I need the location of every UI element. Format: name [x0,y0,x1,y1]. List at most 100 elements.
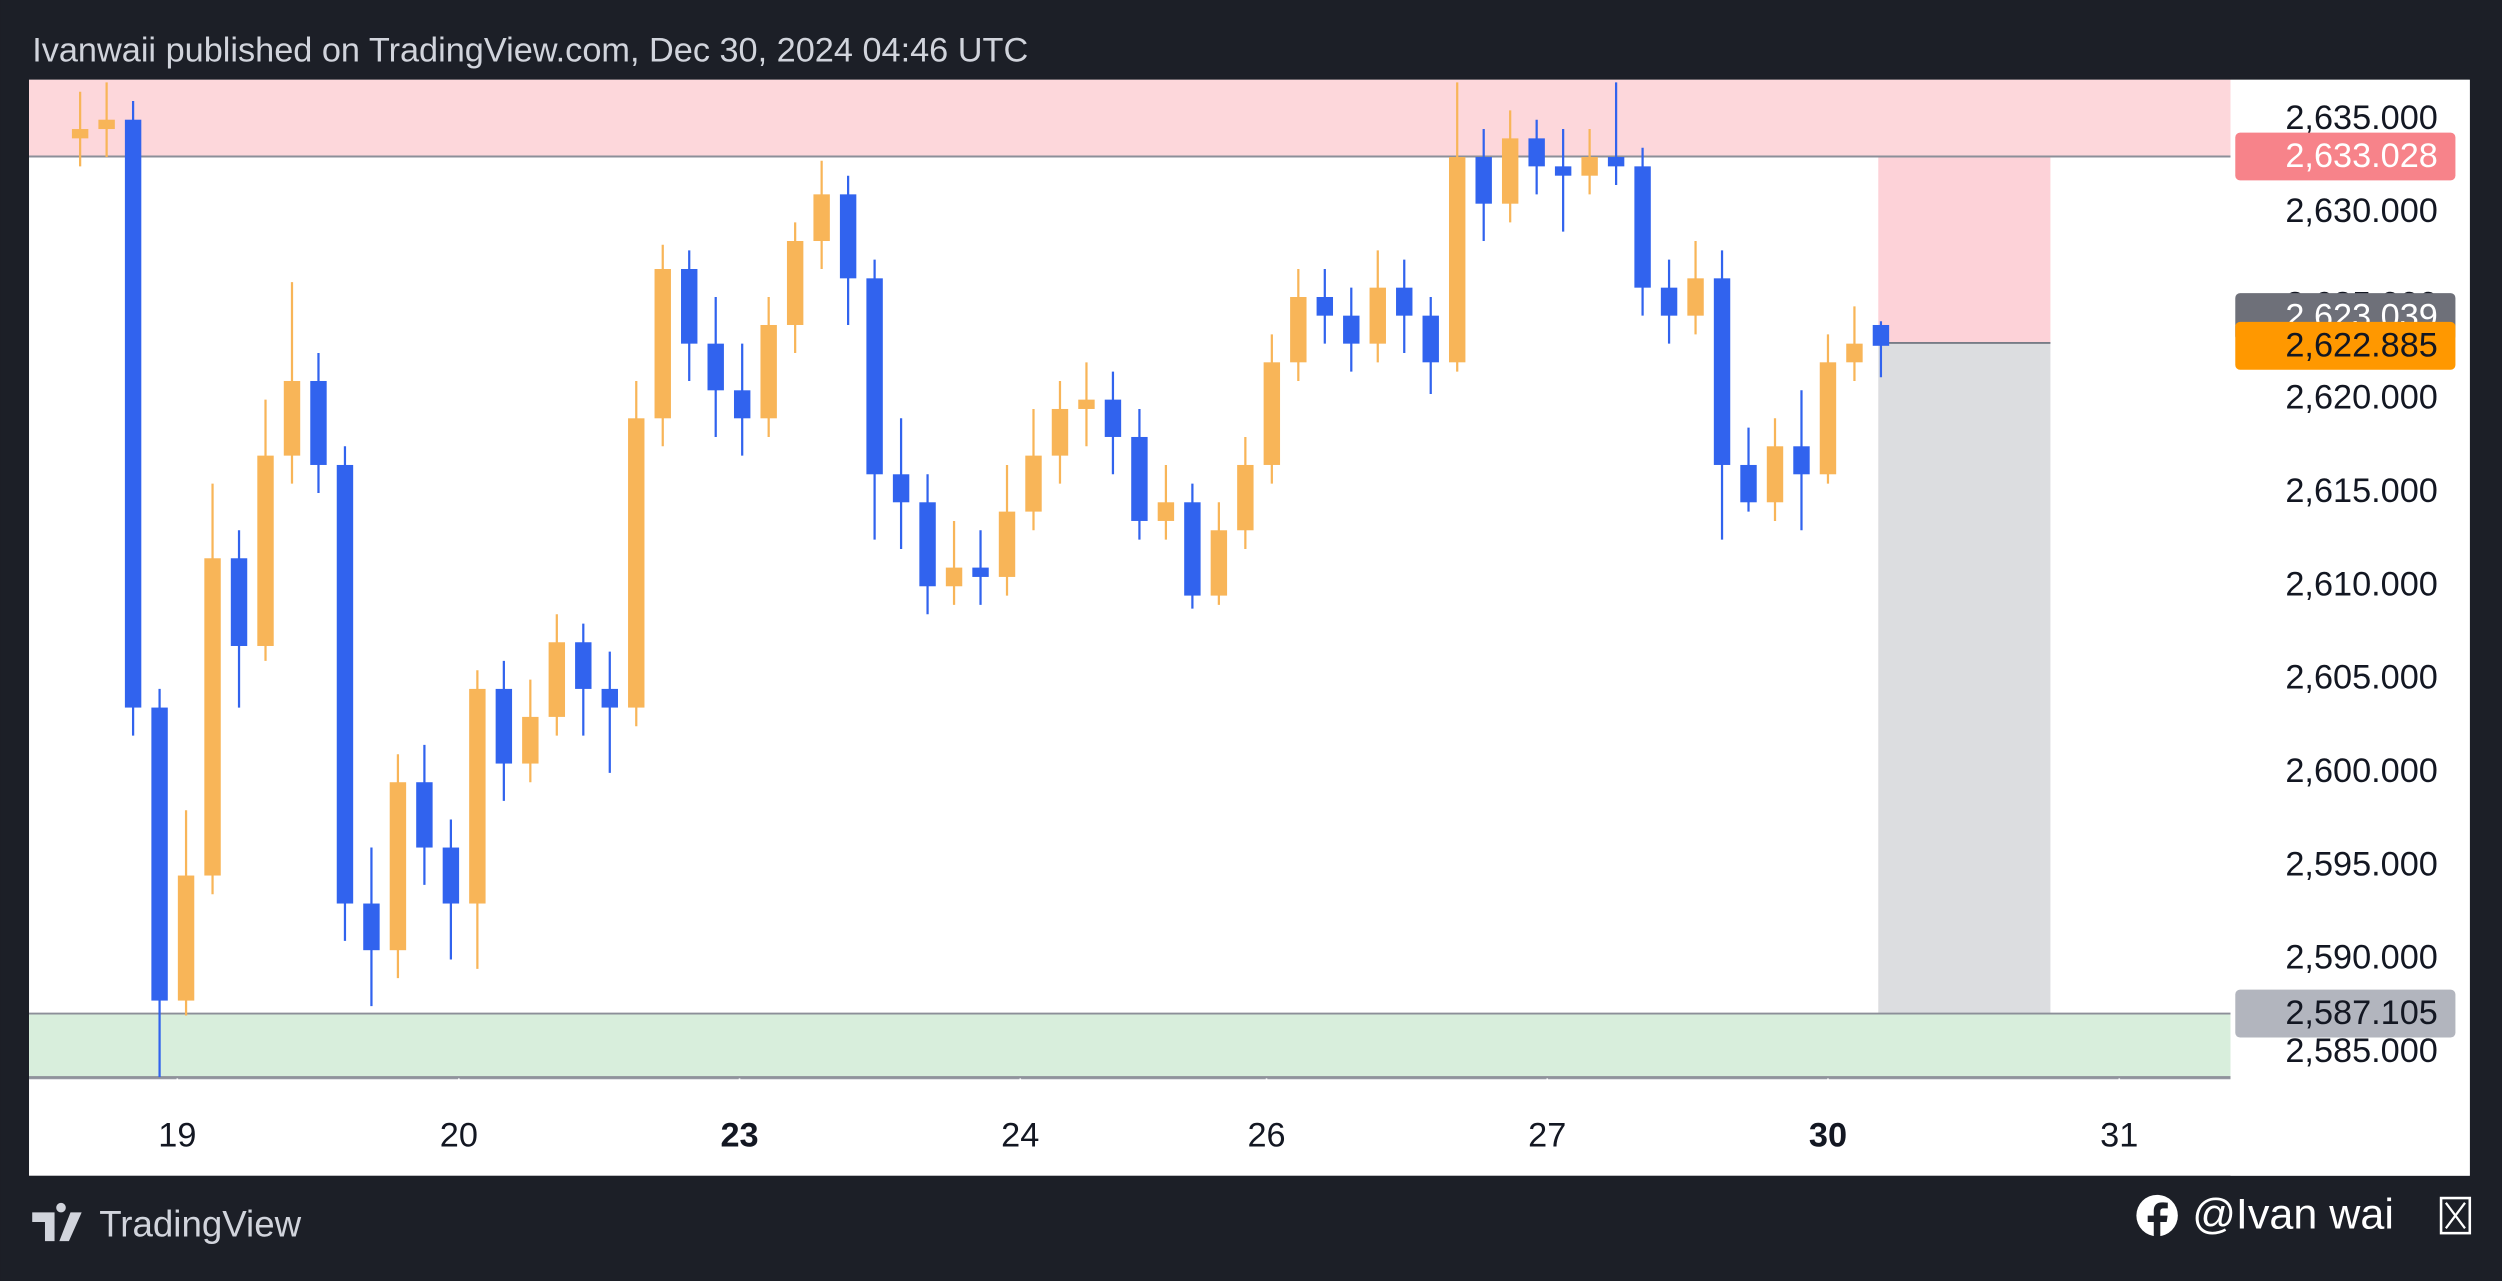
candle-body [681,269,698,344]
tradingview-logo [32,1202,82,1242]
candle-body [98,119,115,130]
x-tick-label: 30 [1809,1116,1847,1154]
candle-body [1819,362,1837,475]
candle-body [1687,278,1704,316]
facebook-icon [2136,1194,2178,1238]
candle-body [1051,408,1069,456]
candle-body [707,343,724,391]
candle-body [786,241,804,325]
author-text: @Ivan wai [2192,1191,2394,1239]
candle-body [1634,166,1651,288]
candle-body [1025,455,1042,512]
y-tick-label: 2,610.000 [2285,565,2438,603]
candle-body [1369,287,1386,344]
candle-body [1184,502,1201,596]
axes: 2,585.000 2,590.000 2,595.000 2,600.000 2,60… [158,99,2456,1154]
candle-body [1104,399,1122,437]
candle-body [230,558,248,646]
chart-panel [29,79,2470,1176]
candle-body [919,502,936,587]
x-tick-label: 20 [440,1116,478,1154]
candle-body [1131,436,1148,521]
candle-body [124,119,142,708]
candle-body [442,847,460,904]
candle-body [416,782,433,848]
candle-body [839,194,857,279]
candle-body [1793,446,1810,475]
position-target-zone [1878,342,2051,1014]
x-tick-label: 19 [158,1116,196,1154]
price-label-box [2235,989,2456,1038]
candle-body [866,278,883,475]
candle-body [310,380,327,465]
candle-body [1766,446,1784,503]
candle-body [892,474,910,503]
candle-body [283,380,301,456]
plot-area [29,79,2231,1079]
candle-body [389,782,407,951]
x-tick-label: 27 [1528,1116,1566,1154]
candle-body [1263,362,1281,465]
candle-body [1740,464,1757,503]
candle-body [495,688,513,764]
candle-body [1528,138,1545,167]
candle-body [1607,157,1625,167]
candle-body [151,707,168,1001]
y-tick-label: 2,635.000 [2285,99,2438,137]
price-label: 2,587.105 [2235,989,2456,1038]
candle-body [1846,343,1863,363]
candle-body [1872,324,1890,346]
candle-body [1501,138,1519,204]
candle-body [1449,157,1466,363]
candle-body [760,324,777,419]
candle-body [204,558,221,876]
candle-body [945,567,963,587]
price-label-text: 2,587.105 [2285,994,2438,1032]
candle-body [1290,296,1307,363]
price-label: 2,622.885 [2235,321,2456,370]
candle-body [1581,157,1598,176]
candle-body [1078,399,1095,409]
candle-body [71,129,89,139]
candle-body [1237,464,1254,531]
x-icon [2439,1196,2472,1235]
x-icon-mark [2444,1202,2466,1230]
candle-body [654,269,671,419]
x-tick-label: 31 [2100,1116,2138,1154]
candle-body [733,390,751,419]
price-label-text: 2,622.885 [2285,326,2438,364]
candle-body [1713,278,1731,465]
candle-body [575,642,592,689]
candle-body [1157,502,1175,521]
candle-body [998,511,1016,577]
price-label-text: 2,633.028 [2285,137,2438,175]
y-tick-label: 2,605.000 [2285,659,2438,697]
header-text: Ivanwaii published on TradingView.com, D… [32,32,1028,70]
candle-body [1210,530,1228,596]
candle-body [522,716,539,764]
candle-body [1396,287,1413,316]
price-label: 2,633.028 [2235,132,2456,181]
x-tick-label: 26 [1247,1116,1285,1154]
candle-body [1343,315,1360,344]
y-tick-label: 2,585.000 [2285,1032,2438,1070]
candle-body [813,194,830,242]
candle-body [1422,315,1439,363]
x-tick-label: 23 [720,1116,758,1154]
zone [29,1013,2231,1078]
x-tick-label: 24 [1001,1116,1039,1154]
candle-body [1660,287,1678,316]
y-tick-label: 2,600.000 [2285,752,2438,790]
candle-body [257,455,274,646]
candle-body [177,875,195,1001]
candle-body [469,688,486,904]
price-label-box [2235,132,2456,181]
candle-body [628,418,645,708]
candle-body [363,903,380,951]
y-tick-label: 2,620.000 [2285,379,2438,417]
y-tick-label: 2,630.000 [2285,192,2438,230]
position-stop-zone [1878,156,2051,343]
brand-text: TradingView [99,1203,301,1244]
